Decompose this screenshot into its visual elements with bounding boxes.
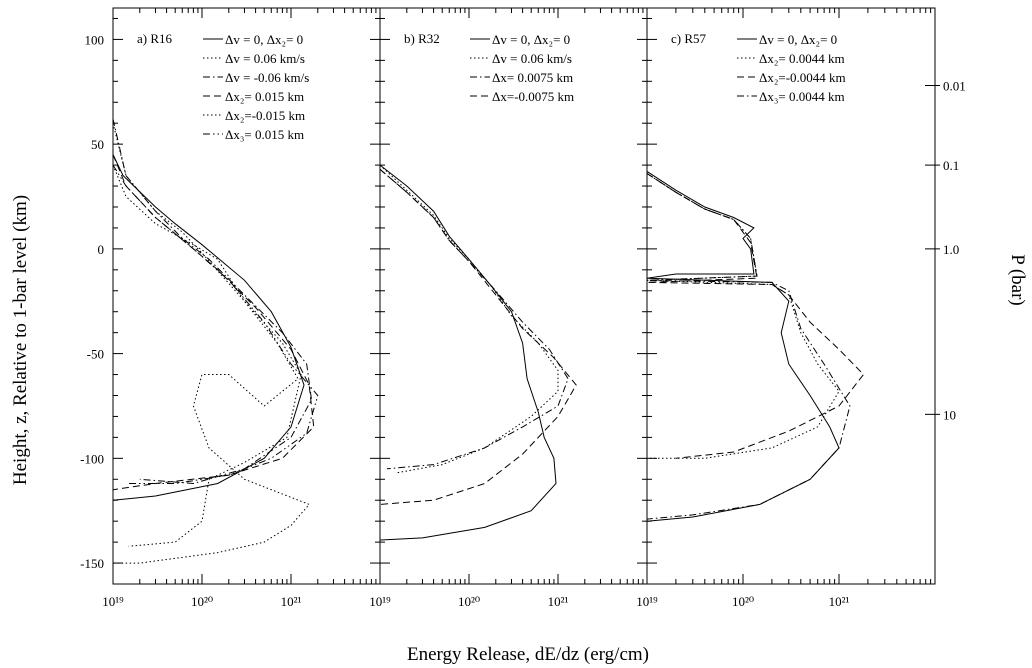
x-axis-label: Energy Release, dE/dz (erg/cm)	[407, 644, 649, 665]
y-tick-label: -50	[87, 347, 104, 362]
pressure-tick-label: 1.0	[943, 242, 959, 257]
legend-entry: Δx₂=-0.0044 km	[759, 70, 846, 85]
legend-entry: Δx₂= 0.015 km	[225, 89, 304, 104]
series-line	[379, 164, 559, 474]
series-line	[112, 154, 305, 501]
series-line	[646, 173, 851, 520]
legend-entry: Δv = -0.06 km/s	[225, 70, 309, 85]
x-tick-label: 10¹⁹	[102, 594, 124, 609]
x-tick-label: 10²⁰	[458, 594, 480, 609]
legend-entry: Δv = 0, Δx₂= 0	[225, 32, 303, 47]
x-tick-label: 10²⁰	[732, 594, 754, 609]
legend-entry: Δx= 0.0075 km	[492, 70, 573, 85]
legend-entry: Δx₃= 0.0044 km	[759, 89, 845, 104]
y-axis-label: Height, z, Relative to 1-bar level (km)	[10, 195, 31, 485]
series-line	[646, 170, 840, 522]
y-tick-label: -100	[80, 451, 104, 466]
pressure-axis-label: P (bar)	[1007, 254, 1028, 306]
pressure-tick-label: 0.01	[943, 78, 966, 93]
legend-entry: Δv = 0.06 km/s	[492, 51, 572, 66]
x-tick-label: 10¹⁹	[636, 594, 658, 609]
legend-entry: Δx₂= 0.0044 km	[759, 51, 845, 66]
panel-label: c) R57	[671, 31, 707, 46]
series-line	[646, 173, 840, 459]
pressure-tick-label: 0.1	[943, 158, 959, 173]
pressure-tick-label: 10	[943, 407, 956, 422]
series-line	[379, 164, 557, 541]
legend-entry: Δx=-0.0075 km	[492, 89, 574, 104]
panel-label: a) R16	[137, 31, 173, 46]
panel-2: 10¹⁹ 10²⁰ 10²¹ b) R32 Δv = 0, Δx₂= 0 Δv = 0.0…	[369, 7, 648, 609]
x-tick-label: 10²⁰	[191, 594, 213, 609]
y-tick-label: 50	[91, 137, 104, 152]
y-tick-label: -150	[80, 556, 104, 571]
legend-entry: Δv = 0, Δx₂= 0	[492, 32, 570, 47]
x-tick-label: 10²¹	[281, 594, 302, 609]
panel-frame	[646, 7, 936, 585]
legend-entry: Δv = 0.06 km/s	[225, 51, 305, 66]
x-tick-label: 10¹⁹	[369, 594, 391, 609]
series-line	[646, 173, 865, 459]
legend-entry: Δx₂=-0.015 km	[225, 108, 305, 123]
y-tick-label: 0	[98, 242, 105, 257]
legend-entry: Δx₃= 0.015 km	[225, 127, 304, 142]
x-tick-label: 10²¹	[548, 594, 569, 609]
panel-3: 10¹⁹ 10²⁰ 10²¹ 0.01 0.1 1.0 10 c) R57 Δv = 0, Δx…	[636, 7, 966, 609]
series-line	[112, 164, 319, 484]
series-line	[379, 168, 569, 470]
y-tick-label: 100	[85, 32, 105, 47]
series-line	[112, 164, 311, 564]
legend-entry: Δv = 0, Δx₂= 0	[759, 32, 837, 47]
panel-1: 10¹⁹ 10²⁰ 10²¹ 100 50 0 -50 -100 -150 a) R16 Δv = …	[80, 7, 381, 609]
series-line	[379, 168, 577, 505]
panel-label: b) R32	[404, 31, 440, 46]
x-tick-label: 10²¹	[829, 594, 850, 609]
series-line	[112, 118, 313, 485]
panels: 10¹⁹ 10²⁰ 10²¹ 100 50 0 -50 -100 -150 a) R16 Δv = …	[80, 7, 966, 609]
series-line	[112, 123, 302, 547]
